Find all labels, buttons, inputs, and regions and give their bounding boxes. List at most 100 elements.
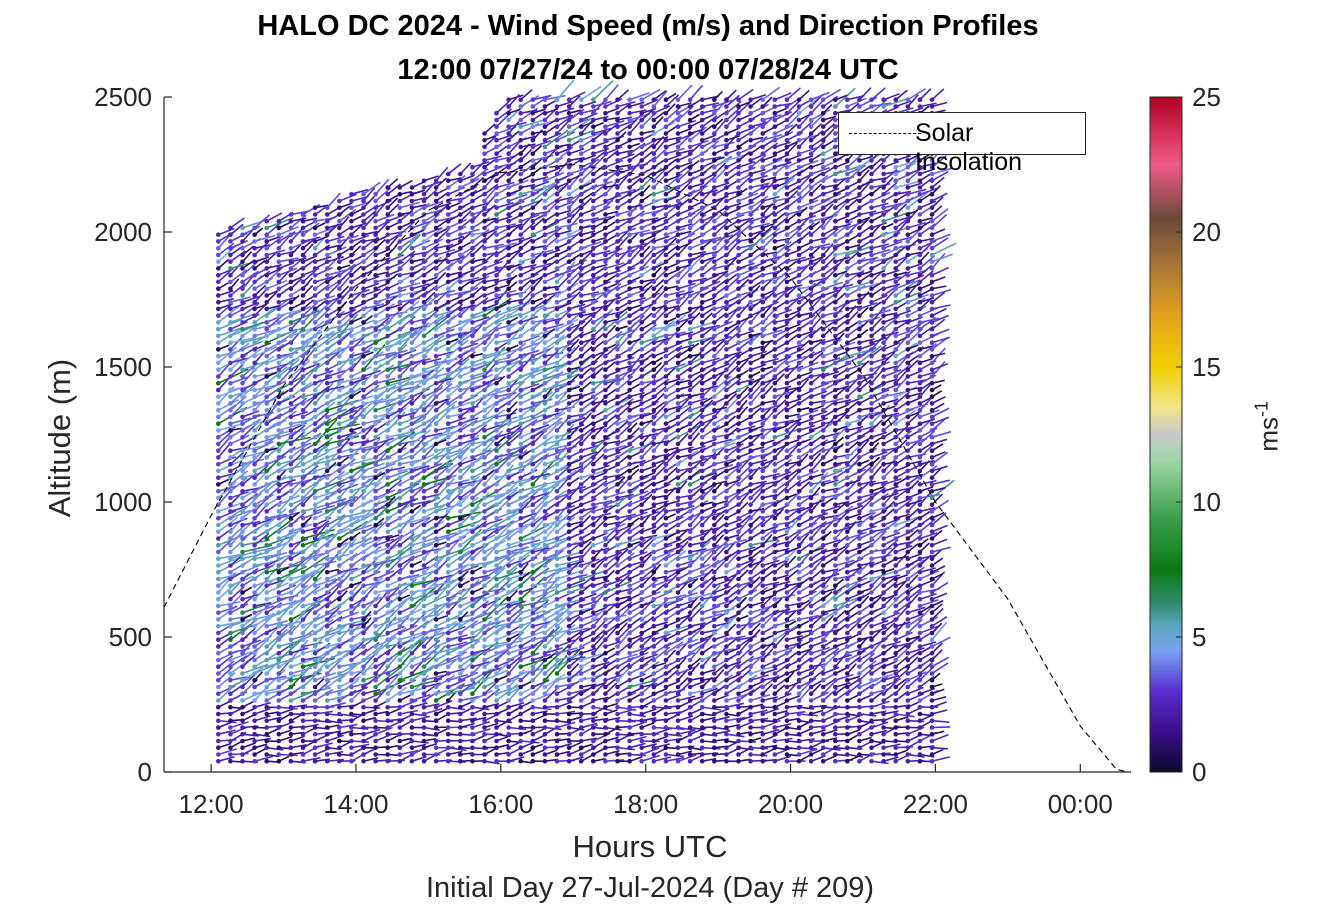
wind-barb-dot <box>361 333 366 339</box>
wind-barb-dot <box>240 333 245 339</box>
wind-barb <box>254 445 275 459</box>
wind-barb-dot <box>494 542 499 548</box>
wind-barb <box>302 301 319 317</box>
wind-barb <box>387 587 409 607</box>
wind-barb-dot <box>373 725 378 730</box>
wind-barb <box>230 417 251 425</box>
wind-barb-dot <box>470 738 475 744</box>
wind-barb-dot <box>494 671 499 676</box>
wind-barb-dot <box>530 178 536 183</box>
wind-barb-dot <box>264 387 270 393</box>
wind-barb <box>339 729 354 735</box>
wind-barb-dot <box>433 239 439 244</box>
wind-barb-dot <box>276 623 282 629</box>
wind-barb-dot <box>300 576 306 582</box>
wind-barb-dot <box>409 245 415 251</box>
wind-barb <box>363 303 385 310</box>
wind-barb-dot <box>554 657 560 663</box>
wind-barb <box>375 668 400 688</box>
wind-barb-dot <box>385 394 391 400</box>
wind-barb-dot <box>445 603 451 609</box>
wind-barb-dot <box>421 509 427 514</box>
wind-barb <box>362 558 378 573</box>
wind-barb-dot <box>470 610 475 615</box>
wind-barb <box>266 483 283 499</box>
wind-barb-dot <box>228 414 233 420</box>
wind-barb-dot <box>216 306 221 312</box>
wind-barb-dot <box>312 590 318 595</box>
wind-barb <box>339 611 359 621</box>
wind-barb-dot <box>337 536 342 541</box>
wind-barb-dot <box>300 468 306 474</box>
wind-barb <box>229 269 248 283</box>
wind-barb <box>218 485 239 492</box>
wind-barb-dot <box>337 245 342 251</box>
wind-barb-dot <box>506 455 511 460</box>
wind-barb-dot <box>337 306 342 312</box>
wind-barb-dot <box>276 340 282 346</box>
wind-barb-dot <box>397 698 403 703</box>
wind-barb <box>399 430 427 438</box>
wind-barb-dot <box>228 738 233 744</box>
wind-barb-dot <box>482 448 487 454</box>
wind-barb-dot <box>445 684 451 690</box>
wind-barb-dot <box>409 711 415 717</box>
wind-barb-dot <box>385 549 391 555</box>
wind-barb-dot <box>349 529 354 534</box>
wind-barb-dot <box>300 394 306 400</box>
wind-barb-dot <box>312 657 318 663</box>
wind-barb <box>290 227 304 242</box>
wind-barb-dot <box>542 394 548 400</box>
wind-barb-dot <box>288 603 294 609</box>
wind-barb-dot <box>530 758 536 764</box>
wind-barb-dot <box>349 509 354 514</box>
wind-barb <box>472 706 490 711</box>
wind-barb-dot <box>361 637 366 642</box>
wind-barb-dot <box>240 576 245 582</box>
wind-barb-dot <box>421 623 427 629</box>
wind-barb-dot <box>506 225 511 231</box>
wind-barb <box>532 706 552 711</box>
wind-barb <box>290 632 312 641</box>
wind-barb-dot <box>506 124 511 129</box>
wind-barb <box>460 695 480 702</box>
wind-barb-dot <box>433 387 439 393</box>
wind-barb-dot <box>373 259 378 265</box>
wind-barb-dot <box>216 374 221 379</box>
wind-barb-dot <box>445 299 451 305</box>
wind-barb-dot <box>421 279 427 285</box>
wind-barb <box>484 166 503 175</box>
wind-barb-dot <box>288 650 294 656</box>
wind-barb <box>483 193 497 209</box>
wind-barb-dot <box>385 272 391 278</box>
wind-barb-dot <box>494 164 499 170</box>
wind-barb-dot <box>506 380 511 386</box>
wind-barb <box>508 431 523 445</box>
wind-barb-dot <box>385 326 391 332</box>
wind-barb-dot <box>324 259 330 265</box>
wind-barb-dot <box>421 306 427 312</box>
wind-barb-dot <box>288 590 294 595</box>
wind-barb-dot <box>252 482 257 487</box>
wind-barb <box>326 484 346 499</box>
wind-barb-dot <box>530 414 536 420</box>
wind-barb-dot <box>506 286 511 292</box>
wind-barb <box>423 314 444 330</box>
wind-barb-dot <box>433 225 439 231</box>
wind-barb-dot <box>494 340 499 346</box>
wind-barb-dot <box>264 617 270 622</box>
wind-barb <box>435 425 455 432</box>
wind-barb-dot <box>349 448 354 454</box>
wind-barb-dot <box>324 502 330 508</box>
wind-barb-dot <box>506 421 511 427</box>
wind-barb <box>447 679 466 688</box>
wind-barb-dot <box>542 691 548 696</box>
wind-barb <box>351 319 375 330</box>
wind-barb-dot <box>397 313 403 319</box>
wind-barb-dot <box>542 475 548 481</box>
wind-barb-dot <box>385 333 391 339</box>
wind-barb-dot <box>482 509 487 514</box>
wind-barb <box>302 243 314 256</box>
wind-barb-dot <box>458 758 463 764</box>
wind-barb-dot <box>445 340 451 346</box>
